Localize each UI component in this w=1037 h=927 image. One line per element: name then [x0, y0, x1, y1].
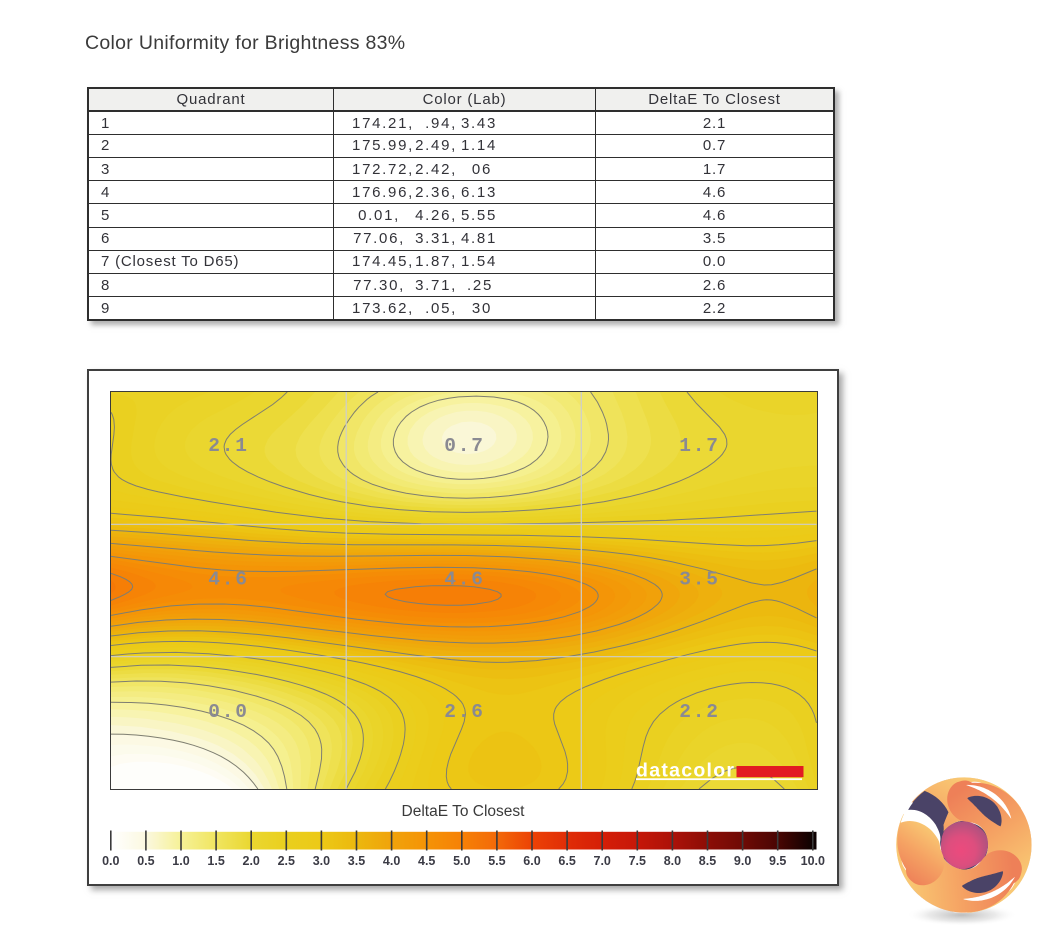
svg-text:1.0: 1.0 [172, 854, 189, 868]
svg-text:datacolor: datacolor [636, 760, 734, 782]
svg-text:9.0: 9.0 [734, 854, 751, 868]
svg-text:7.0: 7.0 [594, 854, 611, 868]
svg-text:6.5: 6.5 [558, 854, 575, 868]
svg-text:0.0: 0.0 [208, 701, 249, 723]
svg-text:0.7: 0.7 [444, 435, 485, 457]
svg-text:2.2: 2.2 [679, 701, 720, 723]
svg-text:6.0: 6.0 [523, 854, 540, 868]
svg-text:7.5: 7.5 [629, 854, 646, 868]
svg-text:2.5: 2.5 [278, 854, 295, 868]
svg-text:2.6: 2.6 [444, 701, 485, 723]
svg-text:0.5: 0.5 [137, 854, 154, 868]
svg-text:3.5: 3.5 [348, 854, 365, 868]
svg-text:4.5: 4.5 [418, 854, 435, 868]
svg-text:3.0: 3.0 [313, 854, 330, 868]
svg-text:9.5: 9.5 [769, 854, 786, 868]
svg-text:8.5: 8.5 [699, 854, 716, 868]
svg-text:4.6: 4.6 [208, 569, 249, 591]
svg-text:0.0: 0.0 [102, 854, 119, 868]
svg-text:2.0: 2.0 [243, 854, 260, 868]
svg-text:4.0: 4.0 [383, 854, 400, 868]
svg-text:5.5: 5.5 [488, 854, 505, 868]
svg-text:1.7: 1.7 [679, 435, 720, 457]
svg-text:8.0: 8.0 [664, 854, 681, 868]
svg-text:2.1: 2.1 [208, 435, 249, 457]
svg-text:4.6: 4.6 [444, 569, 485, 591]
svg-text:3.5: 3.5 [679, 569, 720, 591]
svg-text:5.0: 5.0 [453, 854, 470, 868]
svg-text:10.0: 10.0 [801, 854, 825, 868]
svg-text:1.5: 1.5 [207, 854, 224, 868]
